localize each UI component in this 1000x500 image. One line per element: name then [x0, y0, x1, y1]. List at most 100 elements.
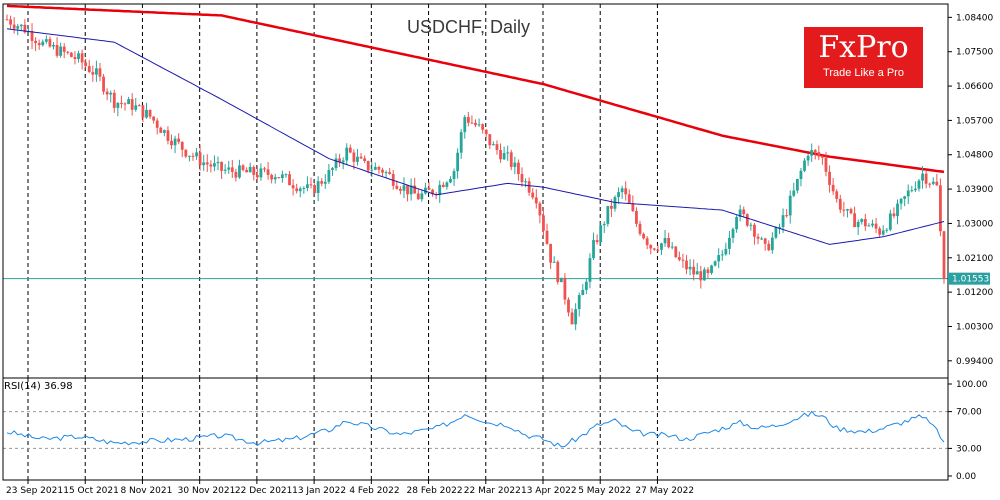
candle-body	[713, 261, 717, 266]
candle-body	[538, 203, 542, 216]
candle-body	[588, 258, 592, 282]
candle-body	[227, 167, 231, 170]
candle-body	[248, 166, 252, 173]
current-price-box	[948, 272, 990, 285]
candle-body	[567, 299, 570, 313]
candle-body	[481, 124, 485, 130]
candle-body	[534, 197, 538, 204]
candle-body	[788, 195, 792, 216]
candle-body	[162, 130, 166, 133]
price-tick-label: 1.07500	[956, 48, 993, 58]
candle-body	[95, 68, 98, 75]
candle-body	[420, 193, 424, 200]
candle-body	[373, 166, 377, 170]
candle-body	[470, 122, 474, 124]
candle-body	[398, 188, 402, 191]
time-tick-label: 13 Apr 2022	[521, 486, 577, 496]
candle-body	[16, 26, 20, 29]
rsi-title: RSI(14) 36.98	[4, 381, 73, 392]
candle-body	[906, 190, 910, 197]
candle-body	[34, 40, 38, 44]
time-tick-label: 27 May 2022	[635, 486, 694, 496]
candle-body	[717, 255, 721, 262]
candle-body	[856, 221, 860, 228]
price-tick-label: 1.00300	[956, 322, 993, 332]
candle-body	[474, 122, 477, 126]
candle-body	[273, 177, 277, 180]
candle-body	[774, 227, 778, 238]
candle-body	[105, 91, 109, 95]
candle-body	[506, 152, 510, 154]
price-tick-label: 1.05700	[956, 116, 993, 126]
candle-body	[702, 269, 706, 281]
candle-body	[148, 109, 152, 117]
rsi-line	[6, 410, 945, 448]
candle-body	[77, 53, 80, 59]
candle-body	[30, 31, 34, 41]
candle-body	[563, 277, 567, 300]
candle-body	[627, 194, 631, 204]
candle-body	[899, 198, 903, 204]
candle-body	[263, 168, 266, 170]
candle-body	[584, 281, 588, 290]
candle-body	[549, 243, 553, 263]
candle-body	[280, 174, 284, 178]
candle-body	[692, 266, 696, 275]
candle-body	[577, 295, 581, 310]
candle-body	[402, 185, 406, 191]
current-price-label: 1.01553	[952, 275, 989, 285]
candle-body	[785, 215, 789, 217]
candle-body	[152, 116, 156, 121]
rsi-panel-frame	[2, 377, 949, 481]
candle-body	[123, 103, 127, 105]
time-tick-label: 5 May 2022	[578, 486, 631, 496]
candle-body	[5, 19, 9, 21]
candle-body	[545, 230, 549, 244]
candle-body	[763, 238, 767, 244]
price-tick-label: 1.03000	[956, 219, 993, 229]
price-tick-label: 1.01200	[956, 288, 993, 298]
candle-body	[395, 185, 399, 189]
candle-body	[495, 144, 499, 151]
candle-body	[663, 237, 667, 244]
candle-body	[792, 190, 796, 196]
candle-body	[867, 225, 871, 227]
candle-body	[924, 173, 928, 184]
candle-body	[531, 192, 535, 198]
candle-body	[699, 271, 703, 281]
candle-body	[98, 68, 102, 77]
candle-body	[295, 188, 299, 192]
candle-body	[48, 39, 52, 47]
candle-body	[813, 150, 817, 153]
candle-body	[259, 168, 263, 178]
candle-body	[216, 161, 220, 164]
candle-body	[406, 185, 409, 195]
candle-body	[270, 174, 274, 180]
candle-body	[459, 132, 463, 153]
candle-body	[69, 52, 73, 57]
candle-body	[202, 162, 206, 166]
candle-body	[62, 46, 66, 52]
candle-body	[892, 213, 896, 217]
candle-body	[377, 166, 381, 170]
candle-body	[838, 198, 842, 210]
candle-body	[245, 169, 249, 173]
rsi-tick-label: 70.00	[956, 408, 982, 418]
candle-body	[742, 209, 746, 215]
candle-body	[359, 156, 363, 159]
candle-body	[166, 130, 170, 141]
candle-body	[810, 150, 814, 156]
candle-body	[173, 138, 177, 146]
candle-body	[917, 180, 921, 189]
candle-body	[298, 188, 302, 192]
price-tick-label: 1.06600	[956, 82, 993, 92]
candle-body	[753, 224, 756, 237]
candle-body	[309, 184, 313, 186]
price-tick-label: 1.08400	[956, 13, 993, 23]
candle-body	[903, 196, 907, 199]
time-axis: 23 Sep 2021 15 Oct 2021 8 Nov 2021 30 Nov 2…	[6, 480, 694, 496]
candle-body	[284, 174, 288, 176]
candle-body	[874, 223, 878, 229]
candle-body	[366, 161, 370, 171]
candle-body	[116, 102, 120, 108]
